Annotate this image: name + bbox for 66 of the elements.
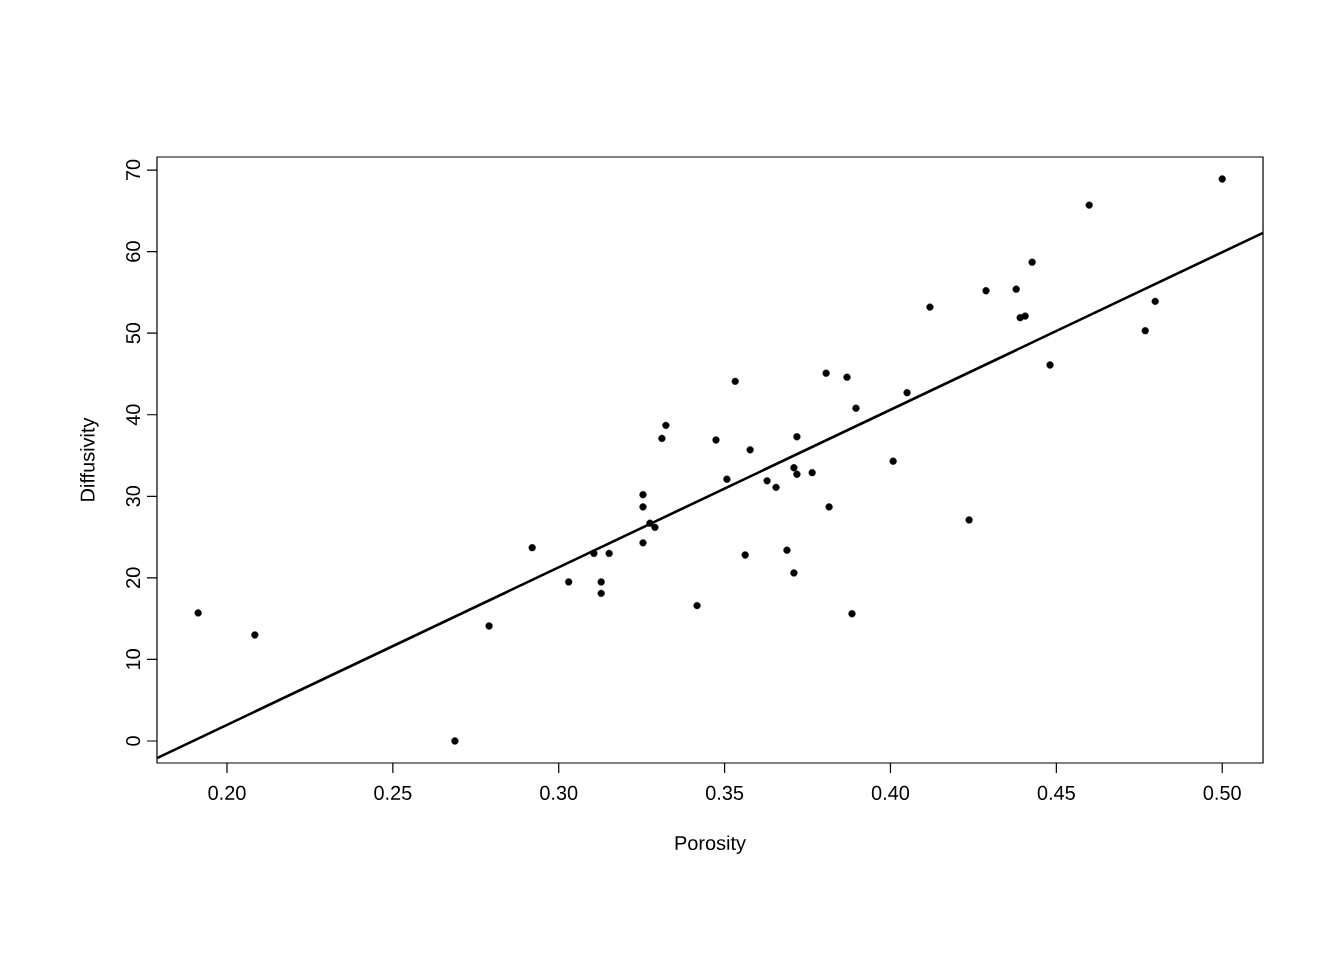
point [639, 491, 647, 499]
point [822, 369, 830, 377]
point [848, 610, 856, 618]
point [783, 546, 791, 554]
point [1151, 297, 1159, 305]
x-tick-label: 0.35 [706, 785, 744, 800]
point [982, 287, 990, 295]
point [194, 609, 202, 617]
point [1218, 175, 1226, 183]
point [746, 446, 754, 454]
point [741, 551, 749, 559]
x-tick-label: 0.25 [374, 785, 412, 800]
point [528, 544, 536, 552]
point [1046, 361, 1054, 369]
point [646, 519, 654, 527]
point [903, 389, 911, 397]
point [723, 475, 731, 483]
point [565, 578, 573, 586]
x-tick-label: 0.40 [871, 785, 910, 800]
y-tick-label: 0 [126, 736, 141, 746]
point [605, 549, 613, 557]
point [693, 601, 701, 610]
point [651, 523, 659, 531]
point [1141, 327, 1149, 335]
y-tick-label: 10 [126, 649, 141, 669]
point [889, 457, 897, 465]
point [772, 483, 780, 491]
point [451, 737, 459, 745]
point [808, 469, 816, 477]
point [790, 569, 798, 577]
point [712, 436, 720, 444]
point [662, 421, 670, 429]
point [658, 434, 666, 442]
point [731, 377, 739, 385]
point [639, 539, 647, 547]
point [763, 477, 771, 485]
y-tick-label: 60 [126, 241, 141, 262]
x-axis-title: Porosity [675, 835, 746, 855]
point [793, 470, 801, 478]
point [793, 433, 801, 441]
point [251, 631, 259, 639]
y-tick-label: 70 [126, 159, 141, 181]
point [790, 464, 798, 472]
point [926, 303, 934, 311]
x-tick-label: 0.50 [1203, 785, 1241, 800]
point [843, 373, 851, 381]
point [597, 589, 605, 597]
point [825, 503, 833, 511]
y-tick-label: 20 [126, 567, 141, 588]
point [1028, 258, 1036, 266]
point [1085, 201, 1093, 209]
y-tick-label: 40 [126, 404, 141, 426]
point [965, 516, 973, 524]
x-tick-label: 0.30 [540, 785, 578, 800]
point [639, 503, 647, 511]
x-tick-label: 0.20 [208, 785, 246, 800]
point [590, 549, 598, 557]
point [852, 404, 860, 412]
point [597, 578, 605, 586]
y-axis-title: Diffusivity [80, 417, 99, 501]
point [1021, 312, 1029, 320]
y-tick-label: 30 [126, 486, 141, 507]
x-tick-label: 0.45 [1037, 785, 1075, 800]
point [1012, 285, 1020, 293]
y-tick-label: 50 [126, 322, 141, 344]
point [485, 622, 493, 630]
